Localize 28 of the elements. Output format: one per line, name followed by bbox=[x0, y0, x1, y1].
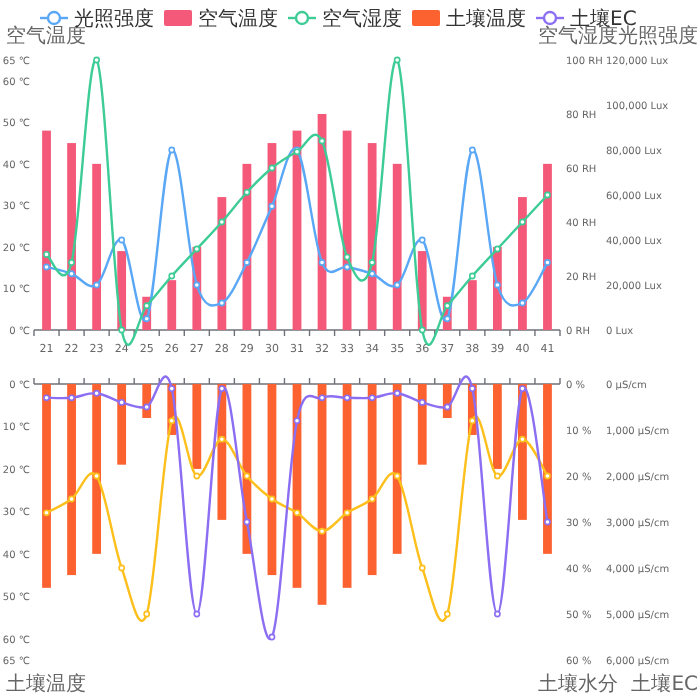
y2-axis-title: 土壤水分 bbox=[538, 672, 618, 696]
bar bbox=[543, 163, 552, 330]
bar bbox=[92, 163, 102, 330]
bar bbox=[367, 384, 377, 576]
bar bbox=[117, 384, 127, 465]
bar bbox=[392, 163, 402, 330]
y2-axis-title: 空气湿度 bbox=[538, 24, 618, 48]
bar bbox=[192, 384, 202, 469]
legend-label: 空气温度 bbox=[198, 7, 278, 31]
bar bbox=[417, 384, 427, 465]
y3-axis-title: 光照强度 bbox=[618, 24, 698, 48]
bar bbox=[292, 130, 302, 330]
bar bbox=[342, 384, 352, 588]
bar bbox=[492, 384, 502, 469]
bar bbox=[392, 384, 402, 554]
bar bbox=[518, 197, 527, 330]
y3-axis-title: 土壤EC bbox=[631, 672, 699, 696]
bar bbox=[543, 384, 552, 554]
bar bbox=[317, 384, 327, 605]
bar bbox=[92, 384, 102, 554]
legend-label: 空气湿度 bbox=[322, 7, 402, 31]
bar bbox=[42, 384, 51, 588]
bar bbox=[42, 130, 51, 330]
bar bbox=[67, 384, 76, 576]
bar bbox=[267, 384, 277, 576]
legend-label: 土壤温度 bbox=[446, 7, 526, 31]
y-axis-title: 土壤温度 bbox=[6, 672, 86, 696]
bar bbox=[217, 197, 227, 330]
